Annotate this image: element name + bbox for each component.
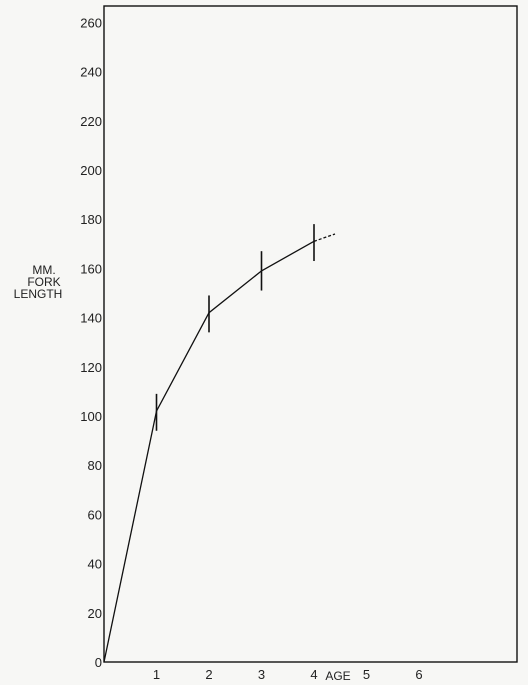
extrapolation-line (313, 233, 336, 242)
y-tick-label: 180 (80, 212, 102, 227)
y-tick-label: 40 (88, 557, 102, 572)
y-tick-label: 260 (80, 15, 102, 30)
x-tick-label: 5 (363, 667, 370, 682)
y-tick-label: 120 (80, 360, 102, 375)
x-tick-label: 3 (258, 667, 265, 682)
y-axis-title-line-3: LENGTH (14, 287, 63, 301)
x-tick-label: 1 (153, 667, 160, 682)
y-tick-label: 80 (88, 458, 102, 473)
y-tick-label: 140 (80, 311, 102, 326)
y-tick-label: 240 (80, 65, 102, 80)
plot-frame (103, 5, 518, 663)
y-tick-label: 60 (88, 507, 102, 522)
y-tick-label: 220 (80, 114, 102, 129)
y-tick-label: 0 (95, 655, 102, 670)
y-tick-label: 160 (80, 261, 102, 276)
y-tick-label: 200 (80, 163, 102, 178)
y-tick-label: 100 (80, 409, 102, 424)
x-tick-label: 4 (310, 667, 317, 682)
y-axis-title-line-1: MM. (32, 263, 55, 277)
x-tick-label: 2 (205, 667, 212, 682)
x-axis-title: AGE (325, 669, 350, 683)
y-tick-label: 20 (88, 606, 102, 621)
x-tick-label: 6 (415, 667, 422, 682)
y-axis-title-line-2: FORK (27, 275, 60, 289)
